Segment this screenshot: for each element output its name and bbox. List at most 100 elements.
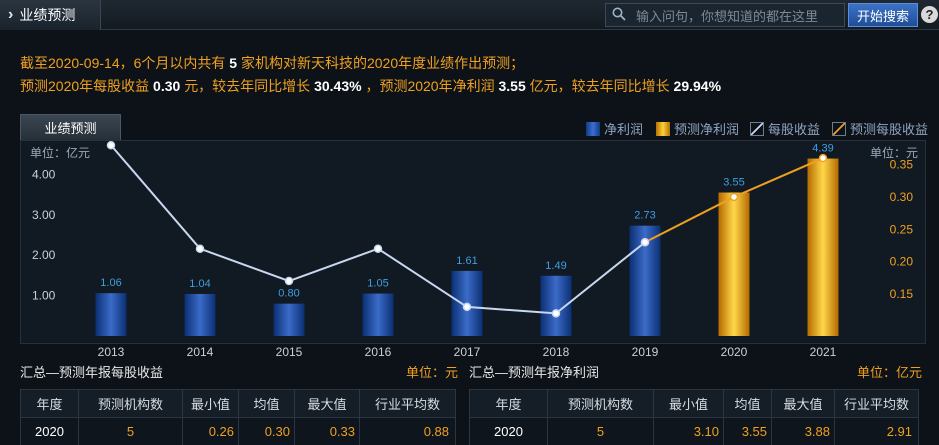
column-header: 最小值	[653, 389, 724, 418]
line-swatch-icon	[750, 121, 764, 136]
forecast-line-swatch-icon	[832, 121, 846, 136]
right-tick-label: 0.20	[890, 255, 914, 269]
eps-point	[640, 237, 650, 247]
table-cell: 0.88	[359, 417, 456, 445]
bar-swatch-icon	[586, 121, 600, 136]
forecast-summary: 截至2020-09-14，6个月以内共有 5 家机构对新天科技的2020年度业绩…	[20, 52, 721, 98]
forecast-profit-bar	[718, 192, 750, 336]
legend-label: 预测净利润	[674, 122, 740, 137]
column-header: 均值	[238, 389, 295, 418]
table-cell: 0.33	[294, 417, 360, 445]
column-header: 行业平均数	[834, 389, 919, 418]
column-header: 年度	[469, 389, 548, 418]
section-title: 业绩预测	[19, 7, 76, 23]
column-header: 行业平均数	[359, 389, 456, 418]
left-tick-label: 1.00	[32, 289, 56, 303]
x-tick-label: 2020	[721, 345, 748, 359]
forecast-eps-point	[818, 153, 828, 163]
eps-point	[373, 244, 383, 253]
bar-value-label: 4.39	[812, 143, 833, 155]
column-header: 预测机构数	[78, 389, 183, 418]
table-header-row: 年度 预测机构数 最小值 均值 最大值 行业平均数	[469, 389, 919, 418]
right-tick-label: 0.35	[890, 158, 914, 172]
eps-point	[551, 309, 561, 318]
bar-value-label: 3.55	[723, 177, 744, 189]
bar-value-label: 0.80	[278, 288, 299, 300]
bar-value-label: 1.04	[189, 278, 210, 290]
table-cell: 3.10	[653, 417, 724, 445]
column-header: 年度	[20, 389, 79, 418]
eps-table: 年度 预测机构数 最小值 均值 最大值 行业平均数 2020 5 0.26 0.…	[20, 389, 456, 445]
table-cell: 5	[78, 417, 183, 445]
net-profit-bar	[273, 303, 305, 336]
table-row: 2020 5 3.10 3.55 3.88 2.91	[469, 417, 919, 445]
bar-value-label: 1.05	[367, 278, 388, 290]
table-cell: 3.55	[723, 417, 772, 445]
search-input[interactable]: 输入问句，你想知道的都在这里	[605, 3, 845, 27]
table-cell: 2020	[20, 417, 79, 445]
search-button[interactable]: 开始搜索	[848, 3, 918, 27]
profit-table-title: 汇总—预测年报净利润	[469, 365, 600, 380]
legend-eps[interactable]: 每股收益	[750, 119, 820, 138]
x-tick-label: 2013	[98, 345, 125, 359]
summary-text: 家机构对新天科技的2020年度业绩作出预测；	[240, 55, 525, 71]
table-row: 2020 5 0.26 0.30 0.33 0.88	[20, 417, 456, 445]
eps-growth: 30.43%	[314, 78, 362, 94]
x-tick-label: 2017	[454, 345, 481, 359]
left-tick-label: 2.00	[32, 248, 56, 262]
tab-forecast[interactable]: 业绩预测	[20, 114, 121, 140]
summary-line-2: 预测2020年每股收益 0.30 元，较去年同比增长 30.43% ，预测202…	[20, 75, 721, 98]
search-icon	[612, 7, 632, 24]
bar-value-label: 2.73	[634, 210, 655, 222]
summary-text: 截至2020-09-14，6个月以内共有	[20, 55, 226, 71]
net-profit-bar	[362, 293, 394, 336]
help-icon[interactable]: ?	[921, 6, 938, 23]
forecast-chart: 单位：亿元 单位：元 1.00 2.00 3.00 4.00 0.15 0.20 0.25 0…	[30, 140, 918, 359]
left-tick-label: 4.00	[32, 167, 56, 181]
table-cell: 2.91	[834, 417, 919, 445]
profit-growth: 29.94%	[673, 78, 722, 94]
x-tick-label: 2015	[276, 345, 303, 359]
eps-point	[284, 276, 294, 286]
column-header: 预测机构数	[547, 389, 654, 418]
table-cell: 0.26	[182, 417, 239, 445]
legend-net-profit[interactable]: 净利润	[586, 119, 643, 138]
profit-table: 年度 预测机构数 最小值 均值 最大值 行业平均数 2020 5 3.10 3.…	[469, 389, 919, 445]
net-profit-bar	[95, 293, 127, 336]
legend-forecast-profit[interactable]: 预测净利润	[656, 119, 739, 138]
chevron-right-icon: ›	[8, 6, 14, 23]
column-header: 最大值	[771, 389, 835, 418]
legend-label: 预测每股收益	[850, 122, 929, 137]
legend-forecast-eps[interactable]: 预测每股收益	[832, 119, 928, 138]
table-cell: 5	[547, 417, 654, 445]
table-header-row: 年度 预测机构数 最小值 均值 最大值 行业平均数	[20, 389, 456, 418]
summary-text: 元，较去年同比增长	[184, 78, 311, 94]
eps-table-title: 汇总—预测年报每股收益	[20, 365, 164, 380]
top-bar: › 业绩预测 输入问句，你想知道的都在这里 开始搜索 ?	[0, 0, 939, 30]
section-tab[interactable]: › 业绩预测	[0, 0, 101, 30]
x-tick-label: 2019	[632, 345, 659, 359]
x-tick-label: 2018	[543, 345, 570, 359]
column-header: 最大值	[294, 389, 360, 418]
org-count: 5	[229, 55, 238, 71]
left-axis-unit: 单位：亿元	[30, 145, 90, 160]
right-tick-label: 0.25	[890, 222, 914, 236]
table-cell: 3.88	[771, 417, 835, 445]
summary-line-1: 截至2020-09-14，6个月以内共有 5 家机构对新天科技的2020年度业绩…	[20, 52, 721, 75]
summary-text: 亿元，较去年同比增长	[529, 78, 670, 94]
right-axis-unit: 单位：元	[870, 145, 918, 160]
summary-text: 预测2020年每股收益	[20, 78, 150, 94]
legend-label: 每股收益	[768, 122, 821, 137]
net-profit-bar	[184, 293, 216, 336]
right-tick-label: 0.15	[890, 287, 914, 301]
eps-point	[462, 302, 472, 312]
eps-value: 0.30	[153, 78, 181, 94]
eps-point	[106, 140, 116, 150]
eps-table-unit: 单位：元	[406, 365, 459, 380]
bar-value-label: 1.06	[100, 277, 121, 289]
table-cell: 0.30	[238, 417, 295, 445]
column-header: 最小值	[182, 389, 239, 418]
search-placeholder: 输入问句，你想知道的都在这里	[636, 8, 819, 24]
forecast-bar-swatch-icon	[656, 121, 670, 136]
x-tick-label: 2016	[365, 345, 392, 359]
